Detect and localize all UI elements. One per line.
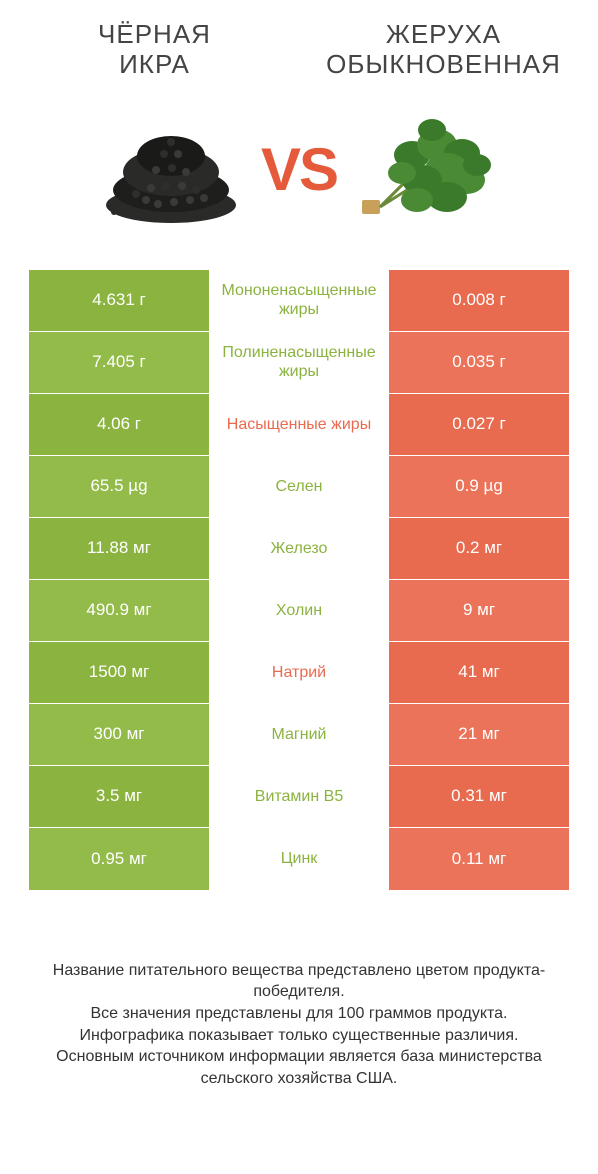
table-row: 7.405 гПолиненасыщенные жиры0.035 г [29,332,569,394]
food-image-left [91,100,251,240]
cell-nutrient-label: Мононенасыщенные жиры [209,270,389,331]
comparison-table: 4.631 гМононенасыщенные жиры0.008 г7.405… [29,270,569,890]
caviar-icon [96,110,246,230]
footer-line: Основным источником информации является … [20,1046,578,1089]
cell-left-value: 3.5 мг [29,766,209,827]
cell-nutrient-label: Холин [209,580,389,641]
header-row: ЧЁРНАЯИКРА ЖЕРУХАОБЫКНОВЕННАЯ [10,20,588,80]
cell-nutrient-label: Насыщенные жиры [209,394,389,455]
cell-right-value: 0.2 мг [389,518,569,579]
cell-right-value: 0.008 г [389,270,569,331]
cell-left-value: 300 мг [29,704,209,765]
table-row: 11.88 мгЖелезо0.2 мг [29,518,569,580]
cell-nutrient-label: Витамин B5 [209,766,389,827]
table-row: 4.631 гМононенасыщенные жиры0.008 г [29,270,569,332]
cell-right-value: 41 мг [389,642,569,703]
cell-left-value: 11.88 мг [29,518,209,579]
title-right: ЖЕРУХАОБЫКНОВЕННАЯ [299,20,588,80]
cell-left-value: 65.5 µg [29,456,209,517]
table-row: 65.5 µgСелен0.9 µg [29,456,569,518]
table-row: 4.06 гНасыщенные жиры0.027 г [29,394,569,456]
cell-right-value: 0.035 г [389,332,569,393]
cell-left-value: 0.95 мг [29,828,209,890]
table-row: 300 мгМагний21 мг [29,704,569,766]
table-row: 1500 мгНатрий41 мг [29,642,569,704]
cell-nutrient-label: Железо [209,518,389,579]
footer-line: Название питательного вещества представл… [20,960,578,1003]
cell-right-value: 9 мг [389,580,569,641]
footer-notes: Название питательного вещества представл… [10,960,588,1090]
table-row: 0.95 мгЦинк0.11 мг [29,828,569,890]
infographic-container: ЧЁРНАЯИКРА ЖЕРУХАОБЫКНОВЕННАЯ VS [0,0,598,1119]
cell-nutrient-label: Магний [209,704,389,765]
cell-right-value: 0.11 мг [389,828,569,890]
cell-nutrient-label: Селен [209,456,389,517]
table-row: 3.5 мгВитамин B50.31 мг [29,766,569,828]
cell-right-value: 0.9 µg [389,456,569,517]
watercress-icon [352,105,502,235]
cell-left-value: 4.631 г [29,270,209,331]
title-left: ЧЁРНАЯИКРА [10,20,299,80]
cell-left-value: 7.405 г [29,332,209,393]
cell-nutrient-label: Полиненасыщенные жиры [209,332,389,393]
cell-nutrient-label: Цинк [209,828,389,890]
cell-right-value: 0.31 мг [389,766,569,827]
vs-label: VS [261,135,337,204]
cell-left-value: 490.9 мг [29,580,209,641]
images-row: VS [10,100,588,240]
cell-left-value: 1500 мг [29,642,209,703]
footer-line: Инфографика показывает только существенн… [20,1025,578,1047]
cell-left-value: 4.06 г [29,394,209,455]
table-row: 490.9 мгХолин9 мг [29,580,569,642]
cell-right-value: 21 мг [389,704,569,765]
cell-nutrient-label: Натрий [209,642,389,703]
footer-line: Все значения представлены для 100 граммо… [20,1003,578,1025]
food-image-right [347,100,507,240]
cell-right-value: 0.027 г [389,394,569,455]
